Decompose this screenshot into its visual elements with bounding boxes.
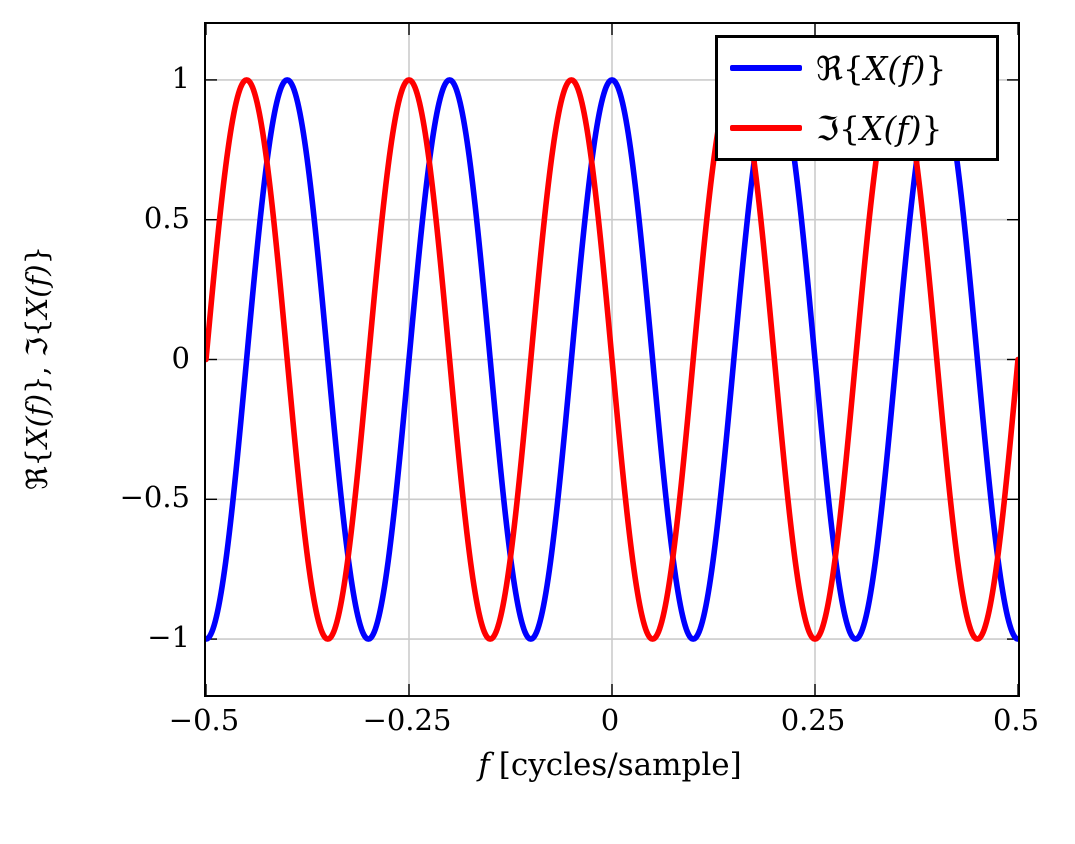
- x-tick-label: −0.5: [168, 703, 240, 737]
- curve-re: [206, 77, 1018, 642]
- y-tick-label: 0.5: [143, 200, 190, 235]
- legend-label-re: ℜ{X(f)}: [816, 48, 947, 88]
- legend-line-sample-re: [730, 65, 802, 71]
- legend: ℜ{X(f)} ℑ{X(f)}: [715, 35, 999, 161]
- plot-svg: [206, 24, 1018, 695]
- tick-marks: [206, 24, 1018, 695]
- legend-item-im: ℑ{X(f)}: [718, 98, 996, 158]
- x-axis-label: f [cycles/sample]: [478, 747, 742, 783]
- plot-box: ℜ{X(f)} ℑ{X(f)}: [204, 22, 1020, 697]
- y-axis-label: ℜ{X(f)}, ℑ{X(f)}: [20, 245, 54, 491]
- y-tick-label: −1: [147, 620, 190, 655]
- x-tick-label: 0.25: [780, 703, 846, 737]
- y-tick-label: 1: [171, 60, 190, 95]
- y-tick-label: −0.5: [119, 480, 190, 515]
- y-tick-label: 0: [171, 340, 190, 375]
- x-tick-label: −0.25: [362, 703, 452, 737]
- legend-label-im: ℑ{X(f)}: [816, 108, 943, 148]
- x-tick-label: 0.5: [992, 703, 1040, 737]
- x-tick-label: 0: [600, 703, 620, 737]
- legend-item-re: ℜ{X(f)}: [718, 38, 996, 98]
- legend-line-sample-im: [730, 125, 802, 131]
